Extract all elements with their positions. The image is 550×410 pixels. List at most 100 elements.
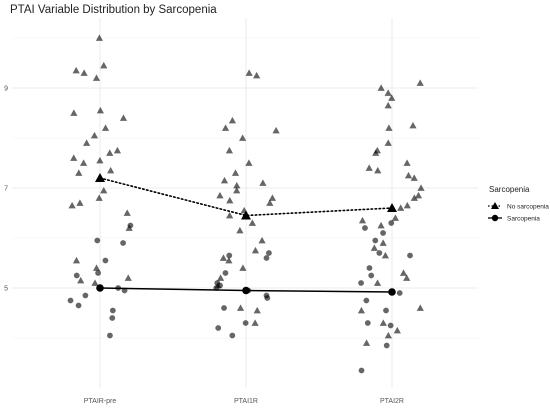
data-point-sarcopenia: [383, 342, 390, 349]
data-point-sarcopenia: [364, 320, 371, 326]
data-point-no-sarcopenia: [372, 149, 380, 156]
data-point-sarcopenia: [388, 220, 395, 226]
data-point-no-sarcopenia: [220, 176, 229, 184]
data-point-no-sarcopenia: [362, 339, 371, 346]
mean-marker-sarcopenia: [96, 284, 104, 292]
y-tick-label: 5: [4, 286, 8, 293]
data-point-no-sarcopenia: [373, 279, 382, 286]
data-point-no-sarcopenia: [259, 179, 267, 186]
data-point-no-sarcopenia: [384, 139, 392, 146]
data-point-sarcopenia: [215, 325, 222, 331]
data-point-no-sarcopenia: [414, 191, 423, 199]
data-point-no-sarcopenia: [226, 196, 234, 204]
data-point-no-sarcopenia: [92, 264, 101, 271]
data-point-sarcopenia: [372, 237, 379, 244]
data-point-no-sarcopenia: [365, 164, 373, 171]
data-point-sarcopenia: [109, 315, 116, 321]
data-point-sarcopenia: [363, 297, 370, 304]
data-point-no-sarcopenia: [381, 251, 390, 259]
data-point-no-sarcopenia: [92, 74, 101, 81]
data-point-sarcopenia: [380, 230, 386, 236]
data-point-no-sarcopenia: [72, 66, 80, 74]
data-point-no-sarcopenia: [251, 319, 259, 326]
data-point-no-sarcopenia: [70, 154, 78, 161]
legend-item-sarcopenia: Sarcopenia: [488, 214, 540, 223]
data-point-sarcopenia: [102, 257, 109, 264]
mean-marker-sarcopenia: [242, 286, 250, 295]
data-point-no-sarcopenia: [409, 121, 417, 129]
data-point-no-sarcopenia: [113, 146, 122, 154]
data-point-sarcopenia: [263, 255, 270, 261]
data-point-no-sarcopenia: [124, 274, 132, 281]
data-point-no-sarcopenia: [123, 209, 131, 216]
data-point-no-sarcopenia: [370, 244, 378, 251]
data-point-sarcopenia: [221, 305, 227, 311]
data-point-no-sarcopenia: [80, 69, 88, 76]
data-point-no-sarcopenia: [100, 186, 108, 194]
data-point-no-sarcopenia: [231, 169, 240, 176]
data-point-no-sarcopenia: [251, 246, 260, 254]
legend-title: Sarcopenia: [489, 185, 530, 194]
data-point-sarcopenia: [229, 332, 236, 339]
data-point-no-sarcopenia: [221, 124, 230, 131]
data-point-no-sarcopenia: [248, 219, 256, 226]
data-point-sarcopenia: [242, 320, 249, 326]
data-point-no-sarcopenia: [245, 159, 253, 166]
data-point-no-sarcopenia: [233, 186, 241, 194]
data-point-no-sarcopenia: [106, 149, 114, 156]
mean-marker-no-sarcopenia: [241, 210, 251, 220]
data-point-sarcopenia: [226, 252, 233, 259]
mean-lines: [95, 173, 397, 296]
data-point-no-sarcopenia: [245, 69, 253, 76]
data-point-sarcopenia: [94, 237, 101, 244]
data-point-no-sarcopenia: [225, 256, 233, 264]
data-point-no-sarcopenia: [228, 116, 237, 124]
mean-marker-no-sarcopenia: [95, 173, 105, 182]
data-point-no-sarcopenia: [96, 156, 104, 164]
data-point-sarcopenia: [75, 302, 82, 309]
data-point-no-sarcopenia: [357, 306, 366, 314]
data-point-sarcopenia: [95, 270, 101, 276]
data-point-sarcopenia: [264, 295, 271, 301]
data-point-no-sarcopenia: [379, 239, 387, 246]
data-point-no-sarcopenia: [216, 191, 224, 199]
y-axis-ticks: 5 7 9: [4, 86, 8, 293]
data-point-no-sarcopenia: [76, 199, 84, 206]
data-point-sarcopenia: [82, 292, 89, 299]
chart-title: PTAI Variable Distribution by Sarcopenia: [10, 4, 217, 16]
data-point-no-sarcopenia: [239, 134, 247, 141]
data-point-no-sarcopenia: [70, 109, 78, 116]
data-point-no-sarcopenia: [233, 181, 241, 189]
data-point-no-sarcopenia: [391, 214, 399, 221]
data-point-sarcopenia: [396, 290, 403, 296]
data-point-no-sarcopenia: [399, 269, 408, 276]
x-tick-label-ptai1r: PTAI1R: [234, 398, 258, 405]
data-point-no-sarcopenia: [404, 171, 413, 179]
data-point-no-sarcopenia: [379, 319, 387, 326]
data-point-sarcopenia: [107, 332, 113, 339]
data-point-sarcopenia: [376, 250, 383, 256]
data-point-no-sarcopenia: [236, 226, 244, 234]
data-point-no-sarcopenia: [416, 79, 424, 86]
legend-key-circle: [491, 214, 499, 222]
data-point-no-sarcopenia: [253, 306, 261, 314]
data-point-no-sarcopenia: [393, 326, 401, 334]
data-point-sarcopenia: [358, 280, 364, 286]
data-point-no-sarcopenia: [374, 166, 382, 174]
data-point-no-sarcopenia: [417, 184, 425, 191]
data-point-no-sarcopenia: [385, 124, 393, 131]
data-point-no-sarcopenia: [410, 174, 418, 181]
data-point-no-sarcopenia: [95, 34, 104, 41]
data-point-no-sarcopenia: [216, 274, 225, 281]
data-point-no-sarcopenia: [253, 71, 261, 79]
data-point-no-sarcopenia: [96, 106, 104, 114]
data-point-no-sarcopenia: [91, 279, 99, 286]
data-point-sarcopenia: [387, 322, 394, 329]
data-point-sarcopenia: [358, 367, 365, 374]
data-point-no-sarcopenia: [384, 101, 392, 109]
data-point-sarcopenia: [73, 272, 80, 279]
legend: Sarcopenia No sarcopenia Sarcopenia: [488, 185, 549, 223]
data-point-sarcopenia: [366, 265, 373, 271]
data-point-no-sarcopenia: [384, 89, 392, 96]
data-point-no-sarcopenia: [266, 199, 274, 206]
